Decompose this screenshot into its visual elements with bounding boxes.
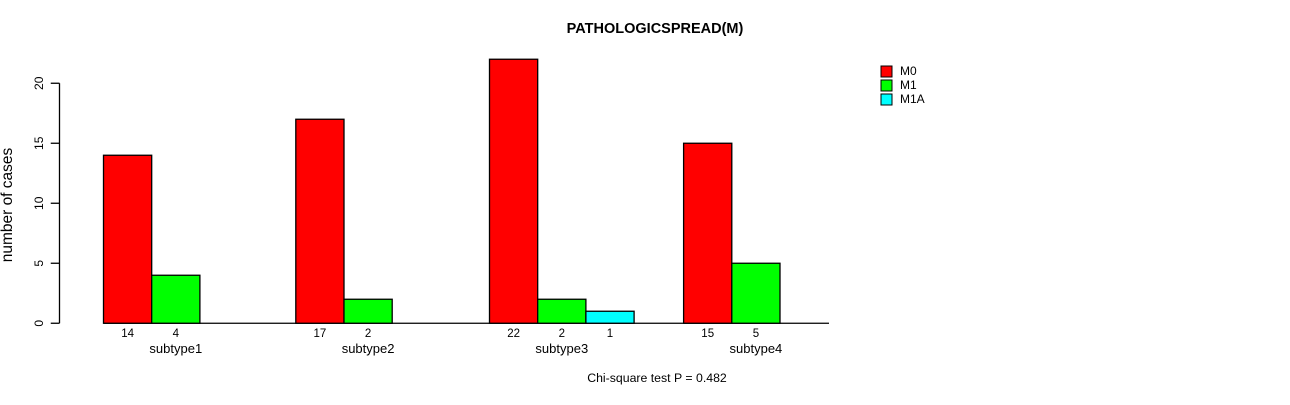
svg-text:5: 5 [32, 260, 46, 267]
svg-text:M1A: M1A [900, 92, 925, 106]
svg-text:number of cases: number of cases [0, 147, 16, 262]
svg-text:subtype4: subtype4 [730, 341, 783, 356]
svg-text:5: 5 [753, 328, 759, 340]
svg-text:PATHOLOGICSPREAD(M): PATHOLOGICSPREAD(M) [567, 21, 744, 37]
svg-text:subtype2: subtype2 [342, 341, 395, 356]
svg-text:2: 2 [559, 328, 565, 340]
svg-text:2: 2 [365, 328, 371, 340]
svg-text:15: 15 [701, 328, 714, 340]
svg-text:22: 22 [507, 328, 520, 340]
svg-text:subtype3: subtype3 [535, 341, 588, 356]
svg-text:17: 17 [314, 328, 327, 340]
svg-text:10: 10 [32, 196, 46, 210]
svg-text:4: 4 [173, 328, 180, 340]
svg-text:M1: M1 [900, 78, 917, 92]
svg-text:15: 15 [32, 136, 46, 150]
svg-text:Chi-square test P = 0.482: Chi-square test P = 0.482 [587, 371, 727, 385]
svg-text:M0: M0 [900, 64, 917, 78]
svg-text:14: 14 [121, 328, 134, 340]
svg-text:subtype1: subtype1 [149, 341, 202, 356]
svg-text:0: 0 [32, 320, 46, 327]
svg-text:20: 20 [32, 76, 46, 90]
svg-text:1: 1 [607, 328, 613, 340]
